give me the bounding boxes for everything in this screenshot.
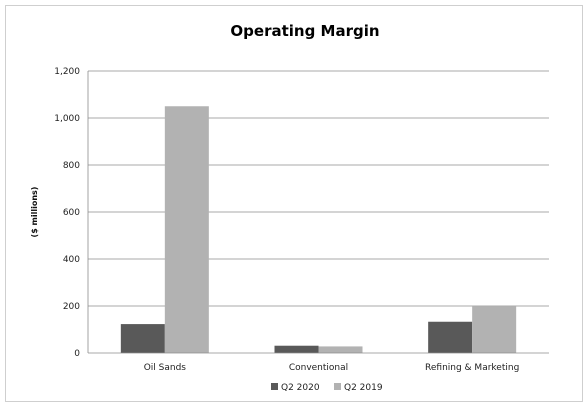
bar-q2-2020 <box>428 321 473 353</box>
bar-q2-2019 <box>318 346 363 353</box>
y-tick-label: 1,200 <box>54 67 80 77</box>
legend-swatch <box>271 383 278 390</box>
y-tick-labels: 0 200 400 600 800 1,000 1,200 <box>54 67 80 359</box>
legend-swatch <box>334 383 341 390</box>
y-tick-label: 0 <box>74 349 80 359</box>
legend-label: Q2 2019 <box>344 383 383 393</box>
gridlines <box>88 70 549 307</box>
bars <box>120 106 517 353</box>
x-tick-label: Refining & Marketing <box>425 363 519 373</box>
bar-q2-2019 <box>472 306 517 353</box>
axes <box>87 71 549 354</box>
bar-q2-2020 <box>120 324 165 353</box>
y-tick-label: 400 <box>63 255 80 265</box>
x-tick-label: Conventional <box>289 363 348 373</box>
legend: Q2 2020 Q2 2019 <box>271 383 383 393</box>
y-tick-label: 600 <box>63 208 80 218</box>
legend-label: Q2 2020 <box>281 383 320 393</box>
x-tick-labels: Oil Sands Conventional Refining & Marketin… <box>144 363 520 373</box>
chart-title: Operating Margin <box>230 22 379 40</box>
y-tick-label: 200 <box>63 302 80 312</box>
bar-q2-2020 <box>274 345 319 353</box>
y-tick-label: 1,000 <box>54 114 80 124</box>
y-axis-label: ($ millions) <box>30 187 39 238</box>
y-tick-label: 800 <box>63 161 80 171</box>
bar-q2-2019 <box>164 106 209 353</box>
x-tick-label: Oil Sands <box>144 363 187 373</box>
